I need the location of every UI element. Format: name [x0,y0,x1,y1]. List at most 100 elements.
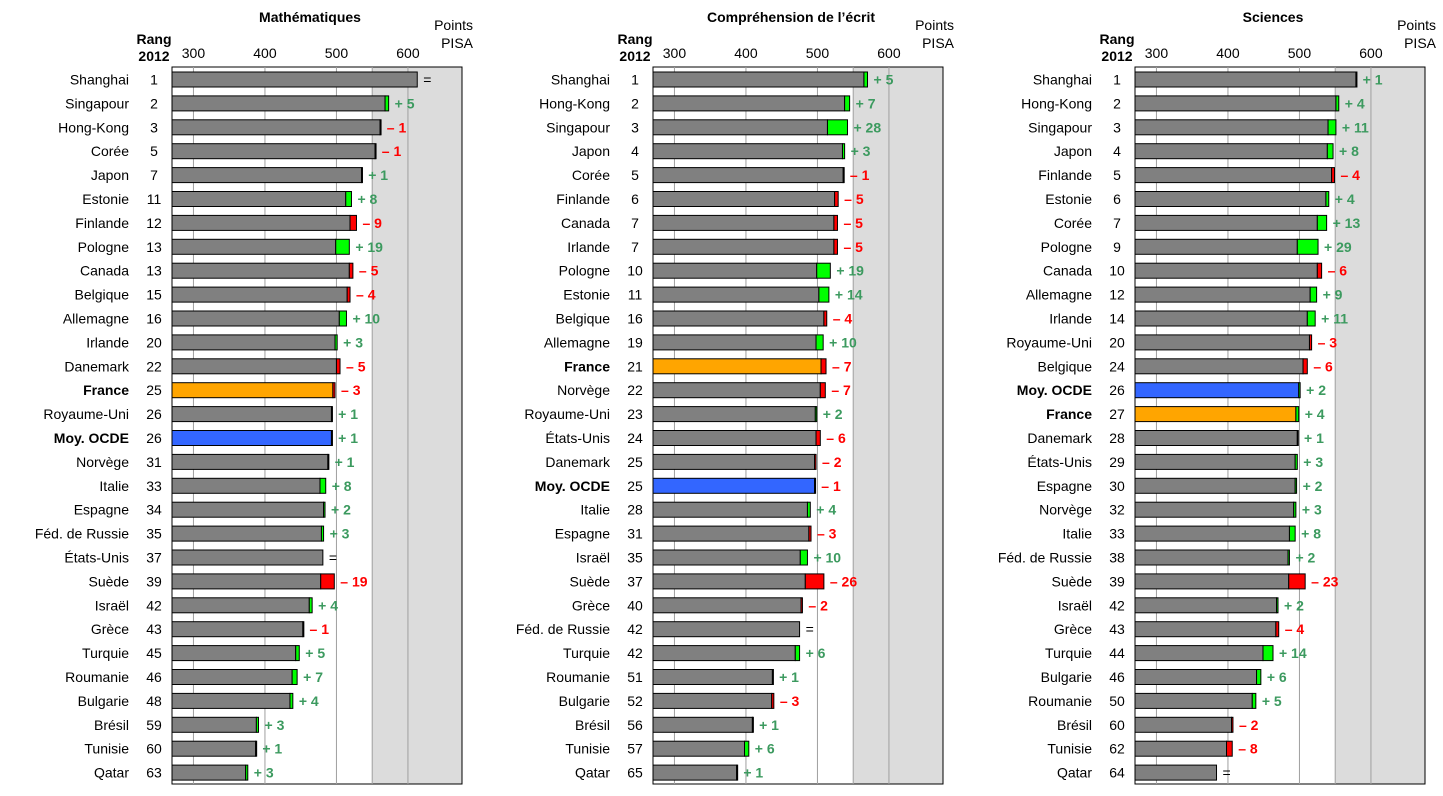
loss-segment [1316,262,1323,279]
change-label: – 1 [382,143,402,159]
bar-row: Shanghai 1 + 5 [551,71,894,88]
x-tick-label: 400 [1216,45,1240,61]
bar-row: États-Unis 29 + 3 [1027,453,1323,470]
x-tick-label: 600 [1359,45,1383,61]
bar-row: Pologne 13 + 19 [78,238,383,255]
score-bar [171,334,336,351]
country-label: Moy. OCDE [535,478,610,494]
country-label: Pologne [78,239,130,255]
country-label: Corée [1054,215,1092,231]
score-bar [1134,143,1328,160]
score-bar [652,430,817,446]
score-bar [1134,119,1329,136]
rank-label: 5 [150,143,158,159]
chart-sciences-svg: 300 400 500 600SciencesRang2012PointsPISASh… [998,9,1437,785]
x-tick-label: 300 [182,45,206,61]
gain-segment [841,143,846,160]
loss-segment [800,597,803,614]
rank-label: 45 [146,645,162,661]
bar-row: Grèce 40 – 2 [572,597,828,614]
rank-label: 37 [146,550,162,566]
bar-row: Qatar 64 = [1057,764,1231,781]
rank-label: 35 [146,526,162,542]
country-label: Hong-Kong [539,95,610,111]
loss-segment [815,430,821,446]
x-tick-label: 500 [806,45,830,61]
x-tick-label: 400 [734,45,758,61]
score-bar [171,119,381,136]
country-label: Tunisie [565,741,610,757]
rank-label: 2 [1113,95,1121,111]
gain-segment [751,716,754,733]
bar-row: Féd. de Russie 38 + 2 [998,549,1316,566]
change-label: + 10 [813,550,841,566]
change-label: + 6 [1267,669,1287,685]
bar-row: Estonie 11 + 8 [82,191,378,207]
gain-segment [799,549,808,566]
gain-segment [736,764,739,781]
gain-segment [1327,119,1337,136]
change-label: = [806,621,814,637]
rank-label: 5 [1113,167,1121,183]
rank-label: 22 [627,382,643,398]
rank-label: 1 [150,72,158,88]
change-label: + 4 [318,597,338,613]
gain-segment [1295,406,1300,423]
rank-label: 24 [1109,358,1125,374]
country-label: France [83,382,129,398]
country-label: Finlande [556,191,610,207]
rank-label: 39 [146,573,162,589]
country-label: Brésil [94,717,129,733]
loss-segment [819,382,826,399]
chart-panel-mathematiques: 300 400 500 600 Mathématiques Rang 2012 Points P… [0,0,480,791]
change-label: – 23 [1311,573,1338,589]
loss-segment [1226,740,1233,757]
bar-row: Norvège 32 + 3 [1039,501,1322,518]
change-label: + 4 [816,502,836,518]
score-bar [1134,645,1264,662]
country-label: Irlande [86,334,129,350]
score-bar [171,645,297,662]
unit-label: PISA [922,35,955,51]
gain-segment [330,406,333,423]
score-bar [652,621,801,638]
rank-label: 27 [1109,406,1125,422]
gain-segment [334,334,338,351]
rank-label: 16 [627,311,643,327]
chart-panel-comprehension-ecrit: 300 400 500 600 Compréhension de l’écrit Rang… [481,0,961,791]
change-label: + 3 [254,765,274,781]
country-label: France [1046,406,1092,422]
rank-label: 4 [631,143,639,159]
score-bar [1134,214,1318,231]
change-label: – 7 [831,382,851,398]
rank-label: 43 [1109,621,1125,637]
change-label: – 4 [833,311,853,327]
change-label: – 8 [1238,741,1258,757]
bar-row: France 21 – 7 [564,358,852,375]
loss-segment [332,382,336,399]
change-label: = [329,550,337,566]
change-label: + 2 [1306,382,1326,398]
country-label: Corée [572,167,610,183]
bar-row: États-Unis 37 = [64,549,337,566]
score-bar [652,95,846,112]
country-label: Irlande [1049,311,1092,327]
rank-label: 24 [627,430,643,446]
shaded-region [372,67,462,784]
change-label: + 19 [836,263,864,279]
gain-segment [291,669,298,685]
country-label: Bulgarie [78,693,130,709]
gain-segment [1262,645,1274,662]
change-label: + 6 [755,741,775,757]
bar-row: Canada 13 – 5 [80,262,379,279]
change-label: – 7 [832,358,852,374]
gain-segment [1293,501,1297,518]
gain-segment [308,597,313,614]
change-label: + 1 [743,765,763,781]
chart-mathematiques-svg: 300 400 500 600MathématiquesRang2012PointsP… [35,9,474,785]
bar-row: Roumanie 46 + 7 [65,669,323,685]
score-bar [171,621,304,638]
x-tick-label: 600 [877,45,901,61]
rank-label: 25 [627,478,643,494]
change-label: – 3 [780,693,800,709]
